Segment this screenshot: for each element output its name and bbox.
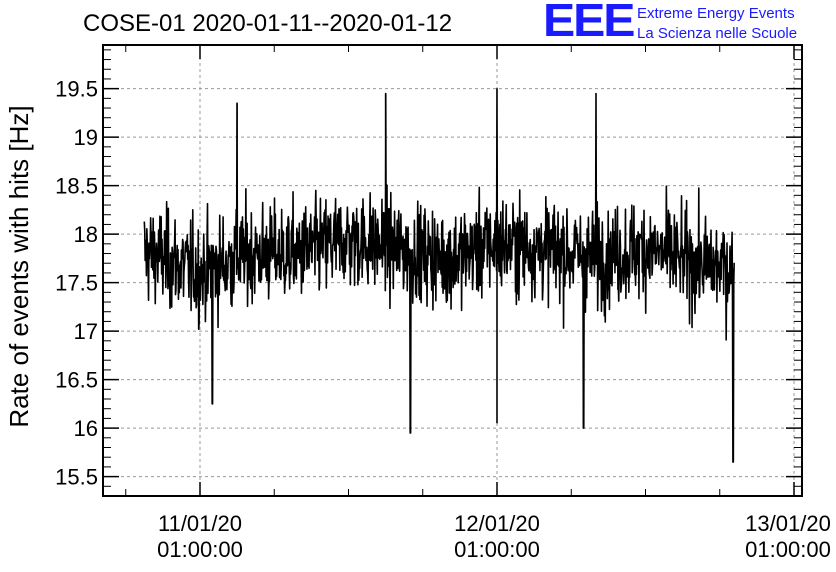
logo-text-line1: Extreme Energy Events	[637, 5, 795, 22]
x-tick-date-label: 11/01/20	[158, 511, 242, 536]
y-tick-label: 16.5	[55, 368, 98, 393]
y-axis-label: Rate of events with hits [Hz]	[4, 105, 34, 427]
y-tick-label: 18.5	[55, 174, 98, 199]
label-layer: 15.51616.51717.51818.51919.511/01/2001:0…	[55, 77, 831, 562]
x-tick-time-label: 01:00:00	[454, 537, 540, 562]
y-tick-label: 16	[74, 416, 98, 441]
plot-frame	[102, 44, 803, 497]
logo-text-line2: La Scienza nelle Scuole	[637, 25, 798, 42]
eee-logo-mark: EEE	[543, 0, 635, 46]
y-tick-label: 19	[74, 125, 98, 150]
x-tick-time-label: 01:00:00	[157, 537, 243, 562]
y-tick-label: 17	[74, 319, 98, 344]
series-layer	[143, 87, 735, 463]
x-tick-time-label: 01:00:00	[745, 537, 831, 562]
y-tick-label: 18	[74, 222, 98, 247]
y-tick-label: 19.5	[55, 77, 98, 102]
chart-title: COSE-01 2020-01-11--2020-01-12	[83, 10, 453, 37]
y-tick-label: 15.5	[55, 465, 98, 490]
x-tick-date-label: 12/01/20	[454, 511, 540, 536]
rate-series-line	[143, 87, 735, 463]
x-tick-date-label: 13/01/20	[745, 511, 831, 536]
y-tick-label: 17.5	[55, 271, 98, 296]
tick-layer	[103, 45, 802, 496]
